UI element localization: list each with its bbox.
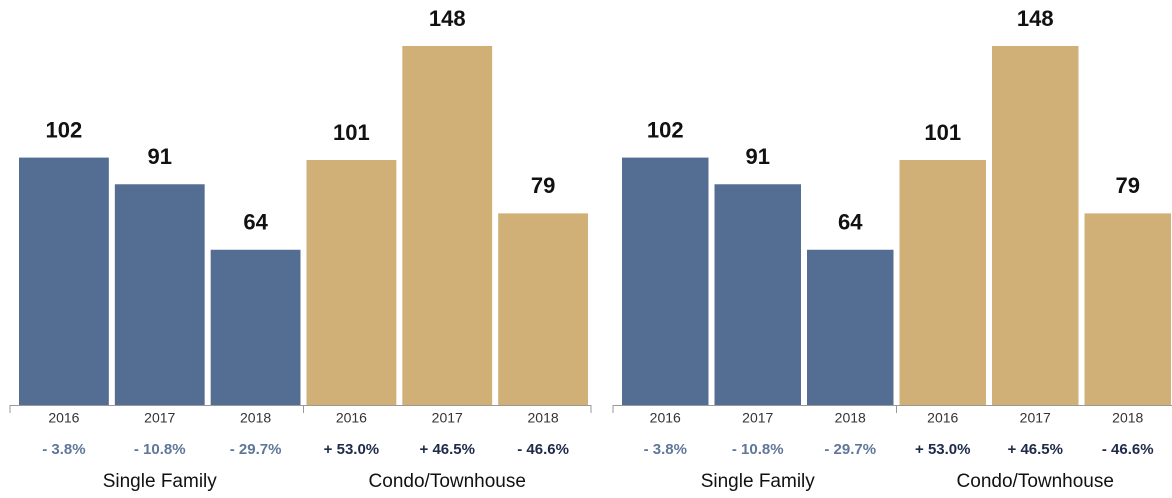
group-label: Single Family [701,471,816,492]
change-label: - 3.8% [644,441,687,458]
change-label: - 10.8% [134,441,186,458]
x-tick-label: 2017 [1020,410,1051,426]
value-label: 79 [531,173,555,198]
group-label: Condo/Townhouse [957,471,1114,492]
bar [622,157,709,405]
value-label: 91 [746,144,770,169]
bar [714,184,801,405]
x-tick-label: 2017 [144,410,175,426]
change-label: - 46.6% [1102,441,1154,458]
value-label: 79 [1116,173,1140,198]
value-label: 102 [647,117,684,142]
bar [992,46,1079,405]
change-label: - 10.8% [732,441,784,458]
value-label: 64 [243,210,268,235]
bar [210,249,301,405]
value-label: 101 [333,120,370,145]
x-tick-label: 2016 [336,410,367,426]
value-label: 91 [148,144,172,169]
bar [402,46,493,405]
change-label: + 46.5% [420,441,475,458]
change-label: - 3.8% [42,441,85,458]
x-tick-label: 2018 [528,410,559,426]
change-label: + 53.0% [324,441,379,458]
x-tick-label: 2017 [432,410,463,426]
change-label: - 46.6% [517,441,569,458]
bar [807,249,894,405]
bar [306,160,397,405]
change-label: + 46.5% [1008,441,1063,458]
x-tick-label: 2016 [48,410,79,426]
x-tick-label: 2018 [240,410,271,426]
value-label: 148 [1017,6,1054,31]
value-label: 101 [924,120,961,145]
bar [498,213,588,405]
value-label: 64 [838,210,863,235]
bar [1084,213,1171,405]
x-tick-label: 2016 [650,410,681,426]
bar [899,160,986,405]
x-tick-label: 2018 [835,410,866,426]
value-label: 102 [46,117,83,142]
group-label: Single Family [103,471,218,492]
change-label: + 53.0% [915,441,970,458]
bar [114,184,205,405]
bar [19,157,109,405]
change-label: - 29.7% [230,441,282,458]
x-tick-label: 2016 [927,410,958,426]
value-label: 148 [429,6,466,31]
change-label: - 29.7% [824,441,876,458]
group-label: Condo/Townhouse [369,471,526,492]
x-tick-label: 2017 [742,410,773,426]
x-tick-label: 2018 [1112,410,1143,426]
